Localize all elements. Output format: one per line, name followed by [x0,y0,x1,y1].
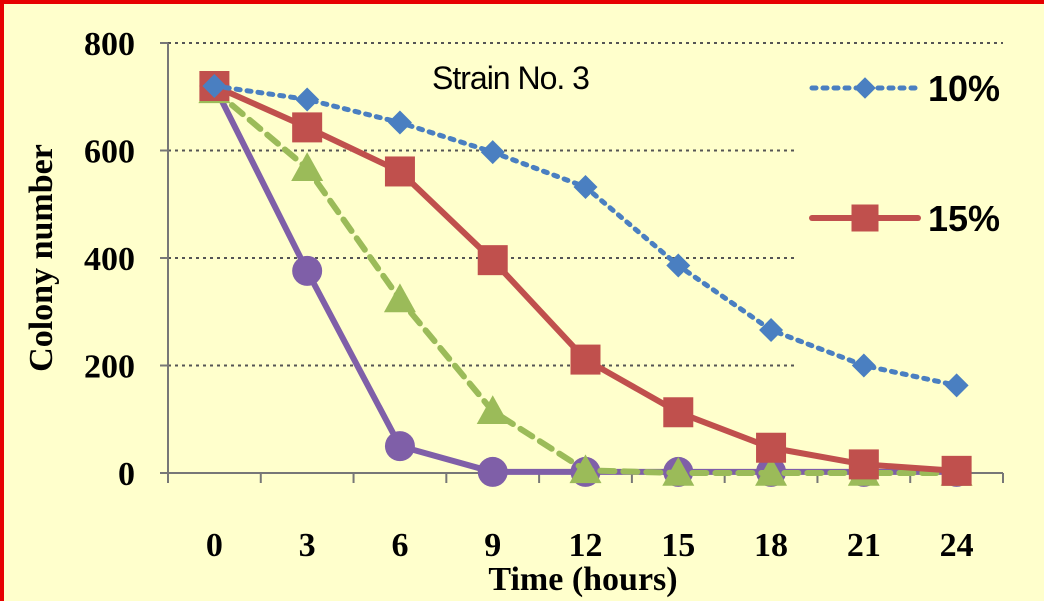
data-point [848,449,879,480]
y-tick-label: 200 [84,349,135,386]
y-tick-labels: 0 200 400 600 800 [84,26,135,493]
data-point [292,255,323,286]
data-point [383,283,416,313]
data-point [202,74,227,98]
series-line [211,87,960,476]
legend-label: 10% [928,68,1000,109]
legend-swatch-marker [851,204,879,232]
x-tick-label: 9 [484,527,501,564]
series-line [211,83,960,475]
x-tick-label: 0 [206,527,223,564]
data-point [384,431,415,462]
data-point [941,455,972,486]
data-point [291,152,324,182]
y-tick-label: 400 [84,241,135,278]
series-line [211,83,960,474]
data-point [573,175,598,200]
data-point [662,457,695,486]
legend-label: 15% [928,198,1000,239]
data-point [480,140,505,165]
legend-item: 10% [809,68,1000,109]
data-point [851,353,876,378]
legend: 10% 15% [809,68,1000,239]
data-point [569,454,602,484]
x-tick-label: 15 [661,527,695,564]
x-tick-label: 12 [569,527,603,564]
x-tick-label: 24 [940,527,974,564]
x-tick-labels: 0 3 6 9 12 15 18 21 24 [206,527,974,564]
data-point [476,395,509,424]
data-point [477,245,508,276]
x-axis-title: Time (hours) [488,561,677,598]
legend-swatch-marker [854,77,876,99]
data-point [755,457,788,486]
y-tick-label: 600 [84,134,135,171]
data-point [756,432,787,463]
data-point [570,344,601,375]
y-tick-label: 0 [118,456,135,493]
series-line [211,83,960,388]
data-point [387,110,412,135]
data-point [295,87,320,112]
data-point [666,253,691,278]
data-point [759,318,784,343]
x-tick-label: 21 [847,527,881,564]
data-point [477,456,508,487]
data-point [384,156,415,187]
y-axis-title: Colony number [23,144,60,372]
data-point [944,373,969,398]
x-tick-label: 18 [754,527,788,564]
series-diamond [202,74,969,398]
data-point [292,112,323,143]
data-point [663,397,694,428]
axes [160,42,1004,483]
strain-annotation: Strain No. 3 [432,60,589,96]
legend-item: 15% [809,198,1000,239]
gridlines [168,42,1003,367]
y-tick-label: 800 [84,26,135,63]
series-group [198,71,973,487]
x-tick-label: 6 [391,527,408,564]
x-tick-label: 3 [299,527,316,564]
